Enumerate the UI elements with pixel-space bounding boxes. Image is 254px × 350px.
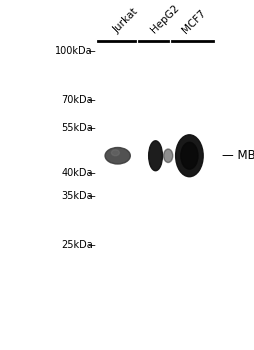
Ellipse shape bbox=[111, 150, 119, 156]
Text: 40kDa: 40kDa bbox=[61, 168, 93, 178]
Ellipse shape bbox=[163, 149, 172, 162]
Text: —: — bbox=[89, 123, 95, 133]
Text: —: — bbox=[89, 191, 95, 201]
Text: —: — bbox=[89, 240, 95, 250]
Text: HepG2: HepG2 bbox=[148, 3, 180, 35]
Ellipse shape bbox=[175, 135, 202, 177]
Text: —: — bbox=[89, 95, 95, 105]
Ellipse shape bbox=[148, 141, 162, 171]
Text: Jurkat: Jurkat bbox=[111, 6, 140, 35]
Text: MCF7: MCF7 bbox=[180, 8, 207, 35]
Text: —: — bbox=[89, 46, 95, 56]
Text: 55kDa: 55kDa bbox=[61, 123, 93, 133]
Text: 35kDa: 35kDa bbox=[61, 191, 93, 201]
Text: — MBNL1: — MBNL1 bbox=[221, 149, 254, 162]
Text: 70kDa: 70kDa bbox=[61, 95, 93, 105]
Text: —: — bbox=[89, 168, 95, 178]
Ellipse shape bbox=[180, 142, 197, 169]
Ellipse shape bbox=[105, 147, 130, 164]
Text: 25kDa: 25kDa bbox=[61, 240, 93, 250]
Text: 100kDa: 100kDa bbox=[55, 46, 93, 56]
